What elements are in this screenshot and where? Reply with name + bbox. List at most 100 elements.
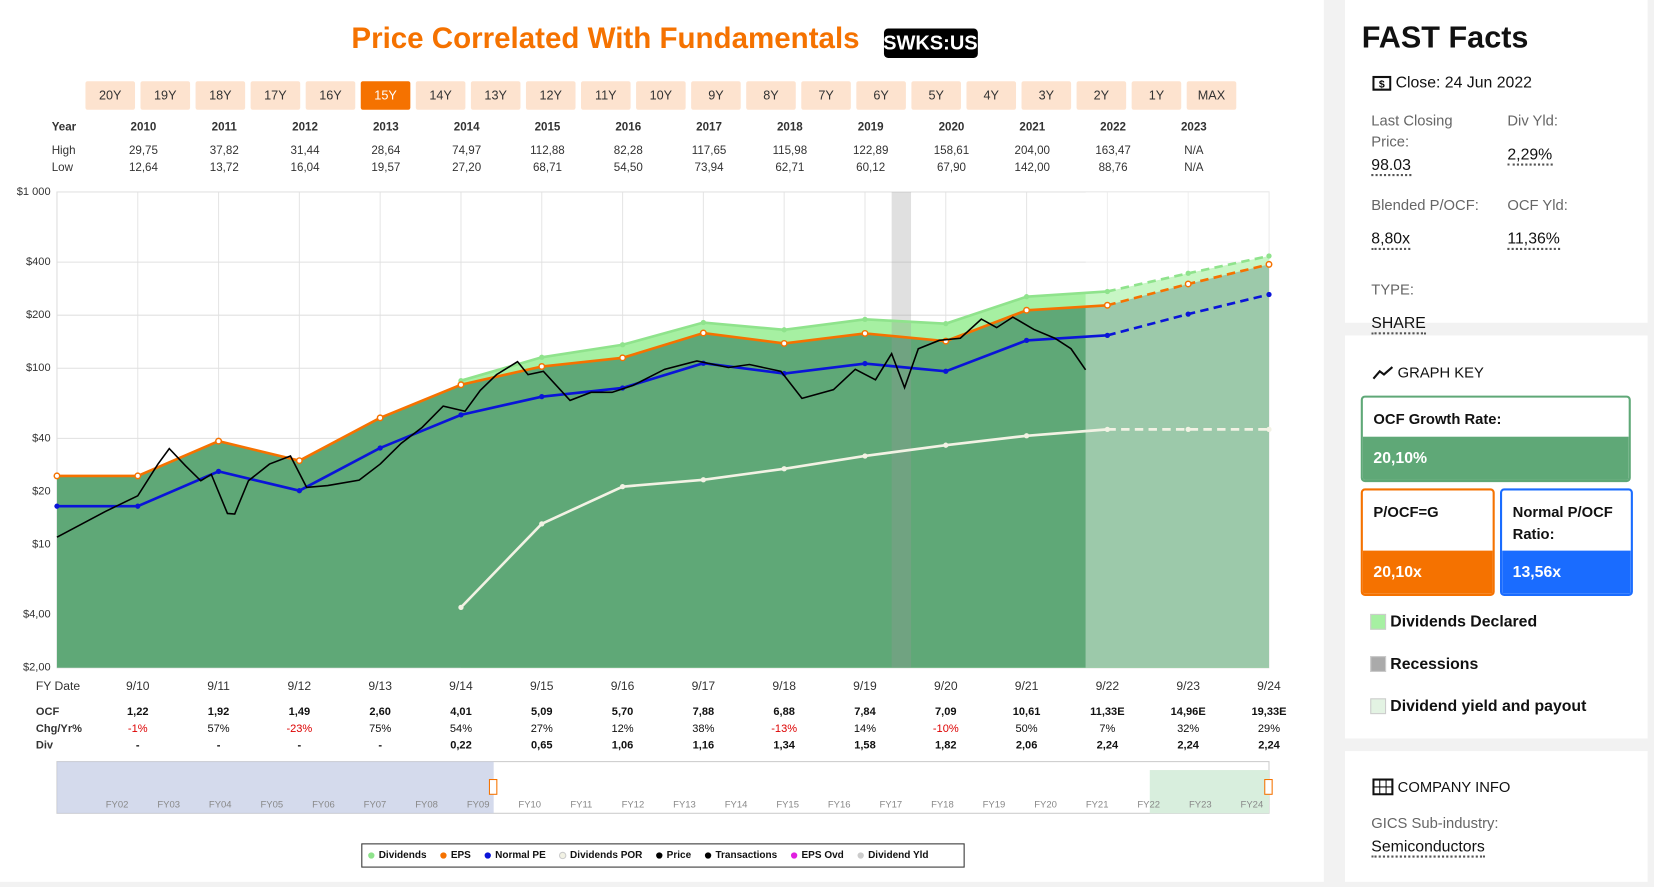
navigator-label: FY23 <box>1189 799 1212 810</box>
range-button[interactable] <box>801 81 851 110</box>
fundamentals-cell: 2,24 <box>1258 740 1280 752</box>
summary-high: 28,64 <box>371 144 401 157</box>
range-button-label: MAX <box>1198 88 1226 102</box>
fundamentals-cell: 57% <box>207 723 229 735</box>
y-tick-label: $10 <box>32 538 50 550</box>
fundamentals-cell: 32% <box>1177 723 1199 735</box>
fundamentals-cell: - <box>217 740 221 752</box>
navigator-label: FY12 <box>622 799 645 810</box>
range-button[interactable] <box>581 81 631 110</box>
series-marker <box>458 412 464 418</box>
legend-swatch <box>790 852 798 859</box>
navigator-label: FY07 <box>364 799 387 810</box>
company-title: COMPANY INFO <box>1397 778 1511 796</box>
series-marker <box>539 394 545 400</box>
range-button-label: 17Y <box>264 88 287 102</box>
series-marker <box>215 468 222 475</box>
navigator-label: FY03 <box>157 799 180 810</box>
range-button[interactable] <box>1131 81 1182 110</box>
fundamentals-cell: 1,58 <box>854 740 876 752</box>
range-button-label: 19Y <box>154 88 177 102</box>
range-button[interactable] <box>525 81 576 110</box>
fact: TYPE: SHARE <box>1371 278 1487 335</box>
summary-year: 2023 <box>1181 121 1207 134</box>
summary-low: N/A <box>1184 161 1204 174</box>
series-marker <box>53 472 61 480</box>
navigator-label: FY16 <box>828 799 851 810</box>
range-button[interactable] <box>691 81 741 110</box>
range-button[interactable] <box>1021 81 1072 110</box>
fact-label: OCF Yld: <box>1507 196 1568 214</box>
summary-high: 112,88 <box>530 144 565 157</box>
series-marker <box>538 363 546 370</box>
fact: Div Yld: 2,29% <box>1507 110 1644 166</box>
range-button-label: 14Y <box>429 88 452 102</box>
range-button[interactable] <box>140 81 191 110</box>
summary-header: Year <box>52 121 77 134</box>
fundamentals-cell: 1,22 <box>127 706 149 718</box>
range-button[interactable] <box>85 81 136 110</box>
company-label: GICS Sub-industry: <box>1371 814 1499 832</box>
x-tick-label: 9/18 <box>772 679 796 693</box>
series-marker <box>781 466 787 472</box>
key-label: Recessions <box>1390 655 1479 673</box>
range-button[interactable] <box>856 81 906 110</box>
range-button[interactable] <box>636 81 686 110</box>
x-tick-label: 9/15 <box>530 679 554 693</box>
y-tick-label: $400 <box>26 256 51 268</box>
range-button[interactable] <box>911 81 961 110</box>
fact-value: 11,36% <box>1507 230 1560 250</box>
series-marker <box>1023 433 1030 439</box>
series-marker <box>539 521 545 527</box>
range-button[interactable] <box>746 81 796 110</box>
range-button[interactable] <box>470 81 521 110</box>
summary-low: 62,71 <box>775 161 804 174</box>
range-button[interactable] <box>1186 81 1237 110</box>
key-box-label: OCF Growth Rate: <box>1373 410 1502 428</box>
range-button[interactable] <box>360 81 411 110</box>
navigator-handle[interactable] <box>488 779 498 795</box>
legend-label: Dividends POR <box>570 850 643 861</box>
series-marker <box>1023 337 1030 344</box>
summary-low: 67,90 <box>937 161 966 174</box>
series-marker <box>1104 426 1111 433</box>
fact-label: Last Closing Price: <box>1371 111 1453 150</box>
fundamentals-cell: -23% <box>286 723 312 735</box>
range-button[interactable] <box>966 81 1017 110</box>
fundamentals-cell: 10,61 <box>1013 706 1041 718</box>
navigator-label: FY06 <box>312 799 335 810</box>
fundamentals-cell: 7,84 <box>854 706 876 718</box>
series-marker <box>1023 306 1031 314</box>
summary-year: 2014 <box>454 121 480 134</box>
range-button[interactable] <box>415 81 466 110</box>
range-button[interactable] <box>195 81 246 110</box>
summary-low: 16,04 <box>291 161 321 174</box>
navigator-handle[interactable] <box>1264 779 1273 795</box>
summary-high: 158,61 <box>934 144 969 157</box>
summary-low: 73,94 <box>695 161 725 174</box>
series-marker <box>377 445 383 451</box>
navigator-label: FY15 <box>776 799 799 810</box>
chart: Price Correlated With Fundamentals SWKS:… <box>17 22 1287 868</box>
navigator-future <box>1149 770 1269 814</box>
company-panel: COMPANY INFO GICS Sub-industry: Semicondu… <box>1344 751 1648 882</box>
navigator-label: FY22 <box>1137 799 1160 810</box>
range-button-label: 9Y <box>708 88 724 102</box>
x-tick-label: 9/24 <box>1257 679 1281 693</box>
series-marker <box>458 604 464 610</box>
fundamentals-cell: 38% <box>692 723 714 735</box>
navigator-label: FY18 <box>931 799 954 810</box>
key-box-label: P/OCF=G <box>1373 503 1439 521</box>
range-button[interactable] <box>305 81 356 110</box>
legend-swatch <box>656 852 663 859</box>
range-button[interactable] <box>250 81 301 110</box>
series-marker <box>862 316 868 322</box>
range-button[interactable] <box>1076 81 1127 110</box>
svg-text:$: $ <box>1379 78 1385 90</box>
key-box: P/OCF=G 20,10x <box>1360 488 1495 596</box>
x-tick-label: 9/11 <box>207 679 230 693</box>
navigator-label: FY13 <box>673 799 696 810</box>
fundamentals-cell: 54% <box>450 723 472 735</box>
summary-high: 74,97 <box>452 144 481 157</box>
